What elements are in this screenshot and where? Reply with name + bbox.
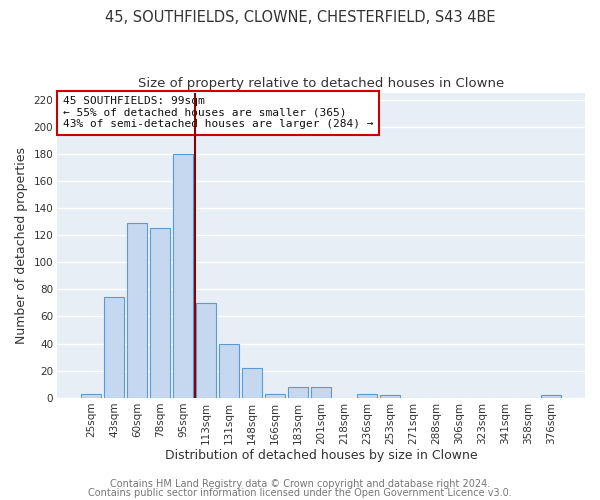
Bar bbox=[242, 368, 262, 398]
Bar bbox=[151, 228, 170, 398]
Bar bbox=[541, 395, 561, 398]
Bar bbox=[196, 303, 216, 398]
Text: 45 SOUTHFIELDS: 99sqm
← 55% of detached houses are smaller (365)
43% of semi-det: 45 SOUTHFIELDS: 99sqm ← 55% of detached … bbox=[63, 96, 373, 130]
Text: Contains public sector information licensed under the Open Government Licence v3: Contains public sector information licen… bbox=[88, 488, 512, 498]
Bar bbox=[311, 387, 331, 398]
Bar bbox=[265, 394, 285, 398]
Bar bbox=[358, 394, 377, 398]
X-axis label: Distribution of detached houses by size in Clowne: Distribution of detached houses by size … bbox=[165, 450, 478, 462]
Bar bbox=[220, 344, 239, 398]
Y-axis label: Number of detached properties: Number of detached properties bbox=[15, 147, 28, 344]
Text: 45, SOUTHFIELDS, CLOWNE, CHESTERFIELD, S43 4BE: 45, SOUTHFIELDS, CLOWNE, CHESTERFIELD, S… bbox=[105, 10, 495, 25]
Bar bbox=[82, 394, 101, 398]
Title: Size of property relative to detached houses in Clowne: Size of property relative to detached ho… bbox=[138, 78, 505, 90]
Bar bbox=[104, 298, 124, 398]
Bar bbox=[127, 223, 147, 398]
Text: Contains HM Land Registry data © Crown copyright and database right 2024.: Contains HM Land Registry data © Crown c… bbox=[110, 479, 490, 489]
Bar bbox=[289, 387, 308, 398]
Bar bbox=[380, 395, 400, 398]
Bar bbox=[173, 154, 193, 398]
